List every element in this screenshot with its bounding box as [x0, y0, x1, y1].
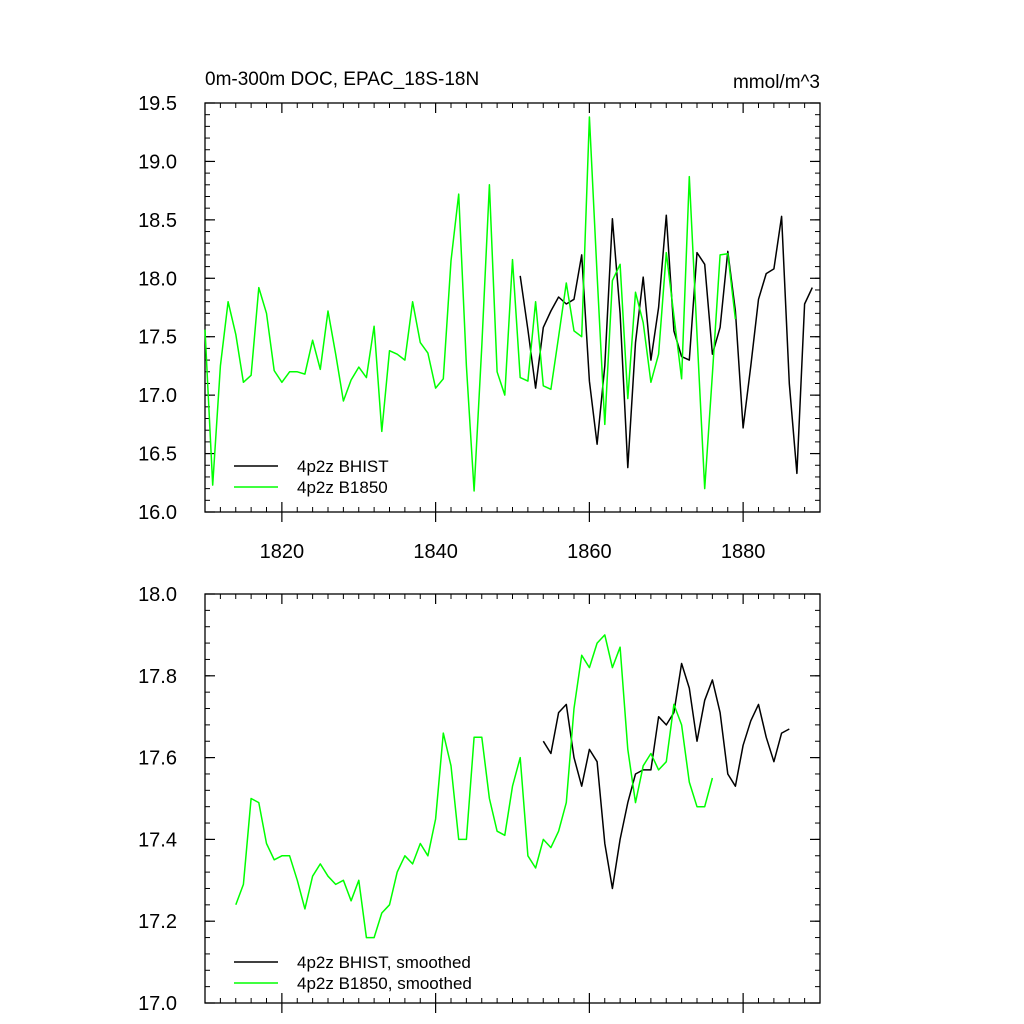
top-legend-label-0: 4p2z BHIST: [297, 457, 389, 476]
bottom-y-tick-label: 17.8: [138, 666, 177, 688]
top-y-tick-label: 19.0: [138, 151, 177, 173]
top-panel: 0m-300m DOC, EPAC_18S-18N mmol/m^3 1820 1…: [138, 69, 821, 563]
top-y-tick-label: 17.0: [138, 385, 177, 407]
top-y-tick-label: 18.5: [138, 210, 177, 232]
top-chart-title: 0m-300m DOC, EPAC_18S-18N: [205, 69, 479, 90]
bottom-y-tick-label: 17.4: [138, 829, 177, 851]
top-y-tick-label: 18.0: [138, 268, 177, 290]
bottom-series-line-1: [235, 634, 714, 939]
bottom-plot-frame: [204, 593, 821, 1004]
top-x-tick-label: 1820: [260, 541, 305, 563]
top-plot-frame: [204, 102, 821, 513]
top-legend-label-1: 4p2z B1850: [297, 478, 388, 497]
top-series-line-1: [204, 116, 737, 492]
top-y-tick-label: 16.5: [138, 444, 177, 466]
top-y-tick-label: 16.0: [138, 502, 177, 524]
bottom-y-tick-label: 17.6: [138, 748, 177, 770]
bottom-series-line-0: [542, 662, 790, 890]
bottom-y-tick-label: 17.2: [138, 911, 177, 933]
top-y-tick-label: 17.5: [138, 327, 177, 349]
bottom-legend-label-1: 4p2z B1850, smoothed: [297, 974, 472, 993]
top-x-tick-label: 1860: [567, 541, 612, 563]
top-x-tick-label: 1880: [721, 541, 766, 563]
bottom-y-tick-label: 18.0: [138, 584, 177, 606]
bottom-panel: 17.0 17.2 17.4 17.6 17.8 18.0 4p2z BHIST, smoo…: [138, 584, 821, 1015]
bottom-y-tick-label: 17.0: [138, 993, 177, 1015]
top-chart-units: mmol/m^3: [733, 72, 820, 93]
top-x-tick-label: 1840: [413, 541, 458, 563]
bottom-legend-label-0: 4p2z BHIST, smoothed: [297, 953, 471, 972]
top-y-tick-label: 19.5: [138, 93, 177, 115]
